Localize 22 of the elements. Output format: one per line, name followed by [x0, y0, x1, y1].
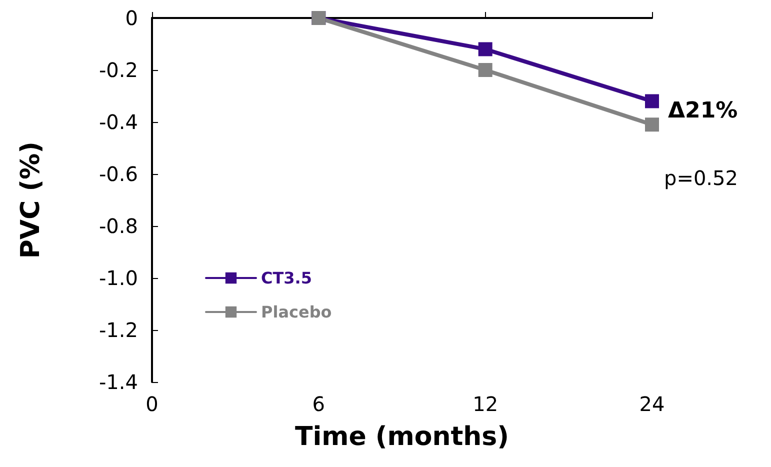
- y-tick-label: 0: [125, 6, 138, 30]
- y-tick-label: -0.6: [98, 162, 138, 186]
- x-tick-label: 24: [639, 392, 665, 416]
- text: p=0.52: [664, 166, 738, 190]
- legend-label: CT3.5: [261, 268, 312, 288]
- y-axis-title: PVC (%): [16, 141, 46, 259]
- legend-label: Placebo: [261, 302, 332, 322]
- point: [645, 118, 659, 132]
- point: [478, 63, 492, 77]
- point: [645, 94, 659, 108]
- x-tick-label: 0: [146, 392, 158, 416]
- y-tick-label: -0.2: [98, 58, 138, 82]
- x-tick-label: 6: [312, 392, 326, 416]
- x-tick-label: 12: [472, 392, 498, 416]
- point: [478, 42, 492, 56]
- y-tick-label: -1.2: [98, 318, 138, 342]
- x-axis-title: Time (months): [294, 422, 510, 452]
- text: Δ21%: [668, 98, 738, 124]
- y-tick-label: -0.8: [98, 214, 138, 238]
- y-tick-label: -1.0: [98, 266, 138, 290]
- y-tick-label: -0.4: [98, 110, 138, 134]
- y-tick-label: -1.4: [98, 370, 138, 394]
